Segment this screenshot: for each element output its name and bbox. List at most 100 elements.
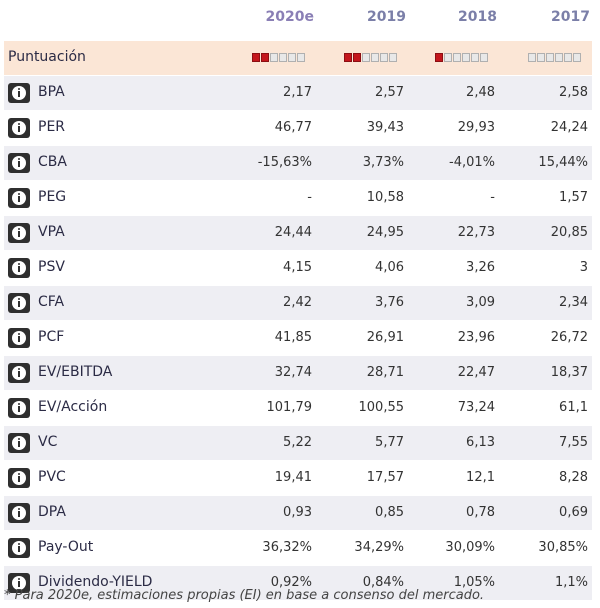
info-icon[interactable] [8,538,30,558]
table-row: PCF 41,85 26,91 23,96 26,72 [4,321,592,356]
value-cell: 6,13 [466,435,495,450]
value-cell: - [490,190,495,205]
value-cell: 19,41 [274,470,312,485]
info-icon[interactable] [8,83,30,103]
value-cell: 2,48 [466,85,495,100]
rating-square [261,53,269,62]
value-cell: 12,1 [466,470,495,485]
value-cell: 24,24 [550,120,588,135]
rating-square [480,53,488,62]
value-cell: 20,85 [550,225,588,240]
info-icon[interactable] [8,118,30,138]
value-cell: 0,93 [283,505,312,520]
rating-square [546,53,554,62]
rating-square [528,53,536,62]
table-row: CBA -15,63% 3,73% -4,01% 15,44% [4,146,592,181]
row-label: Pay-Out [38,539,94,555]
table-row: VC 5,22 5,77 6,13 7,55 [4,426,592,461]
rating-square [270,53,278,62]
value-cell: 17,57 [366,470,404,485]
value-cell: 2,17 [283,85,312,100]
rating-square [380,53,388,62]
value-cell: 0,69 [559,505,588,520]
rating-square [444,53,452,62]
value-cell: 26,91 [366,330,404,345]
rating-square [362,53,370,62]
info-icon[interactable] [8,293,30,313]
value-cell: - [307,190,312,205]
value-cell: 5,22 [283,435,312,450]
value-cell: 24,44 [274,225,312,240]
footnote: * Para 2020e, estimaciones propias (EI) … [4,588,485,603]
value-cell: 18,37 [550,365,588,380]
score-rating-2017 [528,53,588,63]
info-icon[interactable] [8,258,30,278]
value-cell: 30,85% [538,540,588,555]
column-header-2018: 2018 [458,9,497,25]
value-cell: 8,28 [559,470,588,485]
info-icon[interactable] [8,398,30,418]
rating-square [555,53,563,62]
value-cell: 3,73% [362,155,404,170]
table-row: PVC 19,41 17,57 12,1 8,28 [4,461,592,496]
value-cell: 1,1% [554,575,588,590]
row-label: EV/Acción [38,399,108,415]
table-row: EV/Acción 101,79 100,55 73,24 61,1 [4,391,592,426]
score-rating-2019 [344,53,404,63]
info-icon[interactable] [8,223,30,243]
ratios-table: Puntuación BPA 2,17 2,57 2,48 2,58 PER 46,77 39,… [4,41,592,601]
info-icon[interactable] [8,503,30,523]
row-label: CFA [38,294,65,310]
value-cell: 73,24 [457,400,495,415]
value-cell: 2,34 [559,295,588,310]
rating-square [471,53,479,62]
rating-square [279,53,287,62]
info-icon[interactable] [8,468,30,488]
value-cell: 4,06 [375,260,404,275]
column-header-2019: 2019 [367,9,406,25]
value-cell: 26,72 [550,330,588,345]
column-header-2017: 2017 [551,9,590,25]
value-cell: 2,58 [559,85,588,100]
table-row: Dividendo-YIELD 0,92% 0,84% 1,05% 1,1% [4,566,592,601]
value-cell: 32,74 [274,365,312,380]
rating-square [462,53,470,62]
value-cell: 0,92% [270,575,312,590]
row-label: CBA [38,154,67,170]
info-icon[interactable] [8,433,30,453]
rating-square [297,53,305,62]
table-row: Pay-Out 36,32% 34,29% 30,09% 30,85% [4,531,592,566]
row-label: PCF [38,329,65,345]
value-cell: 61,1 [559,400,588,415]
value-cell: 3,09 [466,295,495,310]
value-cell: 41,85 [274,330,312,345]
rating-square [371,53,379,62]
rating-square [344,53,352,62]
value-cell: 1,05% [453,575,495,590]
value-cell: 1,57 [559,190,588,205]
row-label: Dividendo-YIELD [38,574,153,590]
value-cell: 5,77 [375,435,404,450]
info-icon[interactable] [8,328,30,348]
value-cell: 3,76 [375,295,404,310]
info-icon[interactable] [8,363,30,383]
info-icon[interactable] [8,153,30,173]
rating-square [537,53,545,62]
row-label: PVC [38,469,66,485]
row-label: VPA [38,224,65,240]
value-cell: 29,93 [457,120,495,135]
column-header-2020e: 2020e [265,9,314,25]
table-row: CFA 2,42 3,76 3,09 2,34 [4,286,592,321]
rating-square [288,53,296,62]
value-cell: 0,78 [466,505,495,520]
table-row: PEG - 10,58 - 1,57 [4,181,592,216]
value-cell: 36,32% [262,540,312,555]
rating-square [453,53,461,62]
value-cell: 2,42 [283,295,312,310]
row-label: PEG [38,189,67,205]
value-cell: 34,29% [354,540,404,555]
row-label: PSV [38,259,65,275]
row-label: VC [38,434,58,450]
info-icon[interactable] [8,188,30,208]
info-icon[interactable] [8,573,30,593]
